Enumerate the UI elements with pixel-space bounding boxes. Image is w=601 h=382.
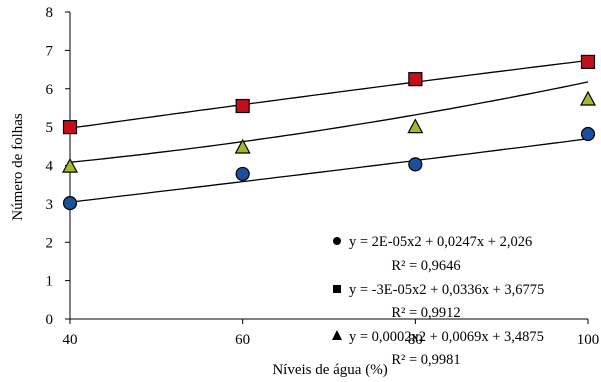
legend-r2: R² = 0,9912 — [391, 305, 460, 321]
legend-r2: R² = 0,9981 — [391, 352, 460, 368]
x-axis-title: Níveis de água (%) — [272, 362, 387, 378]
data-point-triangle — [61, 157, 79, 173]
data-point-triangle — [407, 118, 424, 134]
y-tick-label: 7 — [46, 43, 54, 59]
legend-equation: y = -3E-05x2 + 0,0336x + 3,6775 — [349, 282, 544, 298]
x-tick-label: 60 — [235, 332, 250, 348]
data-point-circle — [62, 196, 78, 211]
data-point-triangle — [234, 138, 251, 154]
y-tick-label: 8 — [46, 5, 54, 21]
legend-equation: y = 2E-05x2 + 0,0247x + 2,026 — [349, 234, 532, 250]
y-tick-label: 3 — [46, 197, 54, 213]
data-point-square — [580, 54, 596, 69]
data-point-triangle — [579, 90, 597, 106]
legend-equation: y = 0,0002x2 + 0,0069x + 3,4875 — [349, 329, 544, 345]
data-point-circle — [580, 126, 596, 142]
legend-r2: R² = 0,9646 — [391, 258, 460, 274]
y-tick-label: 2 — [46, 235, 54, 251]
x-tick-label: 80 — [408, 332, 423, 348]
legend-marker-triangle — [332, 330, 342, 340]
y-tick-label: 1 — [46, 274, 54, 290]
data-point-square — [408, 72, 423, 87]
trendline-triangle — [69, 81, 589, 163]
data-point-circle — [408, 157, 423, 172]
x-tick-label: 40 — [63, 332, 78, 348]
y-tick-label: 6 — [46, 82, 54, 98]
legend-marker-circle — [333, 237, 341, 245]
y-tick-label: 0 — [46, 312, 54, 328]
trendline-circle — [69, 138, 589, 203]
y-tick-label: 5 — [46, 120, 54, 136]
data-point-square — [235, 98, 250, 114]
legend-marker-square — [333, 285, 341, 293]
x-tick-label: 100 — [577, 332, 600, 348]
y-axis-title: Número de folhas — [10, 113, 26, 221]
data-point-square — [62, 120, 78, 135]
trendline-square — [69, 59, 589, 129]
data-point-circle — [235, 166, 250, 182]
y-tick-label: 4 — [46, 159, 54, 175]
